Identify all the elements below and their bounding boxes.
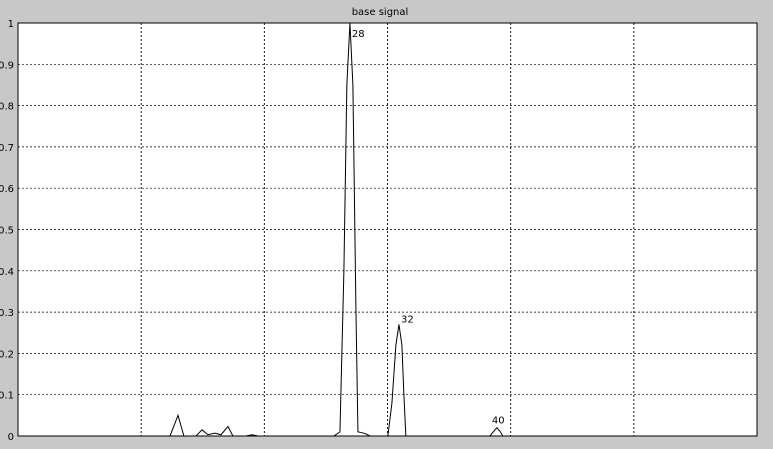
peak-label: 40 bbox=[492, 416, 505, 427]
y-tick-label: 0.8 bbox=[0, 102, 14, 113]
grid bbox=[18, 23, 757, 436]
y-tick-label: 0.1 bbox=[0, 391, 14, 402]
y-tick-label: 0.3 bbox=[0, 308, 14, 319]
y-tick-label: 0.5 bbox=[0, 226, 14, 237]
y-tick-label: 0.4 bbox=[0, 267, 14, 278]
chart-title: base signal bbox=[352, 7, 409, 18]
series-line bbox=[18, 22, 757, 437]
y-tick-label: 0.6 bbox=[0, 184, 14, 195]
y-tick-label: 1 bbox=[8, 19, 14, 30]
peak-label: 32 bbox=[401, 314, 414, 325]
y-tick-label: 0.9 bbox=[0, 60, 14, 71]
y-tick-label: 0 bbox=[8, 432, 14, 443]
y-axis: 0 0.1 0.2 0.3 0.4 0.5 0.6 0.7 0.8 0.9 1 bbox=[0, 19, 14, 443]
annotations: 28 32 40 bbox=[352, 29, 505, 427]
y-tick-label: 0.2 bbox=[0, 349, 14, 360]
y-tick-label: 0.7 bbox=[0, 143, 14, 154]
peak-label: 28 bbox=[352, 29, 365, 40]
